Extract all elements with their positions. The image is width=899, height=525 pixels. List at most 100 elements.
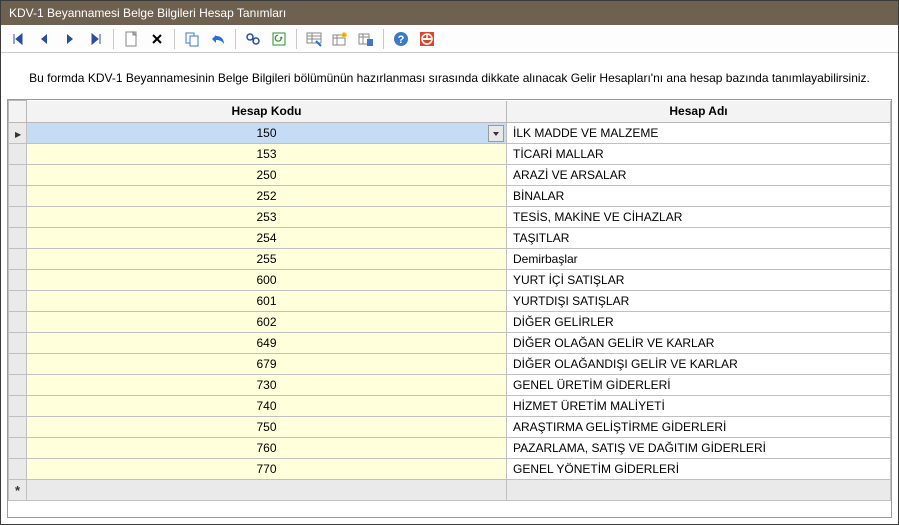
cell-hesap-kodu[interactable]: 253: [27, 207, 507, 228]
grid-new-button[interactable]: [327, 27, 353, 51]
table-row[interactable]: 601YURTDIŞI SATIŞLAR: [9, 291, 891, 312]
svg-text:?: ?: [398, 34, 405, 46]
toolbar-separator: [235, 29, 236, 49]
cell-hesap-kodu[interactable]: 750: [27, 417, 507, 438]
cell-hesap-kodu[interactable]: 150: [27, 123, 507, 144]
row-indicator-header: [9, 101, 27, 123]
new-button[interactable]: [118, 27, 144, 51]
row-indicator[interactable]: [9, 228, 27, 249]
table-row[interactable]: 730GENEL ÜRETİM GİDERLERİ: [9, 375, 891, 396]
dropdown-icon[interactable]: [488, 125, 504, 142]
cell-hesap-adi[interactable]: GENEL YÖNETİM GİDERLERİ: [507, 459, 891, 480]
cell-hesap-kodu[interactable]: [27, 480, 507, 501]
row-indicator[interactable]: [9, 417, 27, 438]
table-row[interactable]: 750ARAŞTIRMA GELİŞTİRME GİDERLERİ: [9, 417, 891, 438]
cell-hesap-adi[interactable]: TİCARİ MALLAR: [507, 144, 891, 165]
cell-hesap-kodu[interactable]: 601: [27, 291, 507, 312]
row-indicator[interactable]: [9, 459, 27, 480]
cell-hesap-adi[interactable]: DİĞER OLAĞAN GELİR VE KARLAR: [507, 333, 891, 354]
row-indicator[interactable]: [9, 291, 27, 312]
cell-hesap-adi[interactable]: BİNALAR: [507, 186, 891, 207]
cell-hesap-adi[interactable]: İLK MADDE VE MALZEME: [507, 123, 891, 144]
row-indicator[interactable]: [9, 165, 27, 186]
window-title: KDV-1 Beyannamesi Belge Bilgileri Hesap …: [9, 6, 286, 20]
table-row[interactable]: 153TİCARİ MALLAR: [9, 144, 891, 165]
table-row[interactable]: 150İLK MADDE VE MALZEME: [9, 123, 891, 144]
table-row[interactable]: 679DİĞER OLAĞANDIŞI GELİR VE KARLAR: [9, 354, 891, 375]
grid-settings-button[interactable]: [301, 27, 327, 51]
cell-hesap-adi[interactable]: PAZARLAMA, SATIŞ VE DAĞITIM GİDERLERİ: [507, 438, 891, 459]
nav-prev-button[interactable]: [31, 27, 57, 51]
cell-hesap-adi[interactable]: TAŞITLAR: [507, 228, 891, 249]
delete-button[interactable]: [144, 27, 170, 51]
cell-hesap-kodu[interactable]: 254: [27, 228, 507, 249]
row-indicator[interactable]: [9, 123, 27, 144]
column-header-kodu[interactable]: Hesap Kodu: [27, 101, 507, 123]
search-button[interactable]: [240, 27, 266, 51]
nav-last-button[interactable]: [83, 27, 109, 51]
nav-first-button[interactable]: [5, 27, 31, 51]
new-row[interactable]: [9, 480, 891, 501]
undo-button[interactable]: [205, 27, 231, 51]
table-row[interactable]: 649DİĞER OLAĞAN GELİR VE KARLAR: [9, 333, 891, 354]
cell-hesap-kodu[interactable]: 760: [27, 438, 507, 459]
row-indicator[interactable]: [9, 333, 27, 354]
grid-export-button[interactable]: [353, 27, 379, 51]
cell-hesap-adi[interactable]: TESİS, MAKİNE VE CİHAZLAR: [507, 207, 891, 228]
cell-hesap-kodu[interactable]: 250: [27, 165, 507, 186]
row-indicator[interactable]: [9, 312, 27, 333]
cell-hesap-kodu[interactable]: 740: [27, 396, 507, 417]
nav-next-button[interactable]: [57, 27, 83, 51]
row-indicator[interactable]: [9, 186, 27, 207]
cell-hesap-kodu[interactable]: 153: [27, 144, 507, 165]
cell-hesap-adi[interactable]: GENEL ÜRETİM GİDERLERİ: [507, 375, 891, 396]
toolbar-separator: [174, 29, 175, 49]
titlebar: KDV-1 Beyannamesi Belge Bilgileri Hesap …: [1, 1, 898, 25]
row-indicator[interactable]: [9, 249, 27, 270]
form-description: Bu formda KDV-1 Beyannamesinin Belge Bil…: [1, 53, 898, 99]
cell-hesap-kodu[interactable]: 679: [27, 354, 507, 375]
table-row[interactable]: 252BİNALAR: [9, 186, 891, 207]
cell-hesap-kodu[interactable]: 252: [27, 186, 507, 207]
close-button[interactable]: [414, 27, 440, 51]
row-indicator[interactable]: [9, 270, 27, 291]
cell-hesap-adi[interactable]: HİZMET ÜRETİM MALİYETİ: [507, 396, 891, 417]
cell-hesap-adi[interactable]: DİĞER OLAĞANDIŞI GELİR VE KARLAR: [507, 354, 891, 375]
toolbar: ?: [1, 25, 898, 53]
cell-hesap-adi[interactable]: YURT İÇİ SATIŞLAR: [507, 270, 891, 291]
table-row[interactable]: 255Demirbaşlar: [9, 249, 891, 270]
grid[interactable]: Hesap Kodu Hesap Adı 150İLK MADDE VE MAL…: [7, 99, 892, 518]
row-indicator[interactable]: [9, 144, 27, 165]
cell-hesap-adi[interactable]: ARAŞTIRMA GELİŞTİRME GİDERLERİ: [507, 417, 891, 438]
row-indicator[interactable]: [9, 354, 27, 375]
cell-hesap-adi[interactable]: [507, 480, 891, 501]
row-indicator[interactable]: [9, 438, 27, 459]
table-row[interactable]: 740HİZMET ÜRETİM MALİYETİ: [9, 396, 891, 417]
cell-hesap-adi[interactable]: ARAZİ VE ARSALAR: [507, 165, 891, 186]
column-header-adi[interactable]: Hesap Adı: [507, 101, 891, 123]
cell-hesap-adi[interactable]: DİĞER GELİRLER: [507, 312, 891, 333]
row-indicator[interactable]: [9, 375, 27, 396]
table-row[interactable]: 600YURT İÇİ SATIŞLAR: [9, 270, 891, 291]
cell-hesap-kodu[interactable]: 770: [27, 459, 507, 480]
refresh-button[interactable]: [266, 27, 292, 51]
table-row[interactable]: 250ARAZİ VE ARSALAR: [9, 165, 891, 186]
cell-hesap-kodu[interactable]: 730: [27, 375, 507, 396]
cell-hesap-kodu[interactable]: 255: [27, 249, 507, 270]
table-row[interactable]: 253TESİS, MAKİNE VE CİHAZLAR: [9, 207, 891, 228]
table-row[interactable]: 770GENEL YÖNETİM GİDERLERİ: [9, 459, 891, 480]
table-row[interactable]: 760PAZARLAMA, SATIŞ VE DAĞITIM GİDERLERİ: [9, 438, 891, 459]
cell-hesap-kodu[interactable]: 602: [27, 312, 507, 333]
copy-button[interactable]: [179, 27, 205, 51]
cell-hesap-kodu[interactable]: 649: [27, 333, 507, 354]
toolbar-separator: [383, 29, 384, 49]
row-indicator[interactable]: [9, 396, 27, 417]
table-row[interactable]: 254TAŞITLAR: [9, 228, 891, 249]
row-indicator[interactable]: [9, 480, 27, 501]
cell-hesap-adi[interactable]: Demirbaşlar: [507, 249, 891, 270]
help-button[interactable]: ?: [388, 27, 414, 51]
table-row[interactable]: 602DİĞER GELİRLER: [9, 312, 891, 333]
row-indicator[interactable]: [9, 207, 27, 228]
cell-hesap-kodu[interactable]: 600: [27, 270, 507, 291]
cell-hesap-adi[interactable]: YURTDIŞI SATIŞLAR: [507, 291, 891, 312]
